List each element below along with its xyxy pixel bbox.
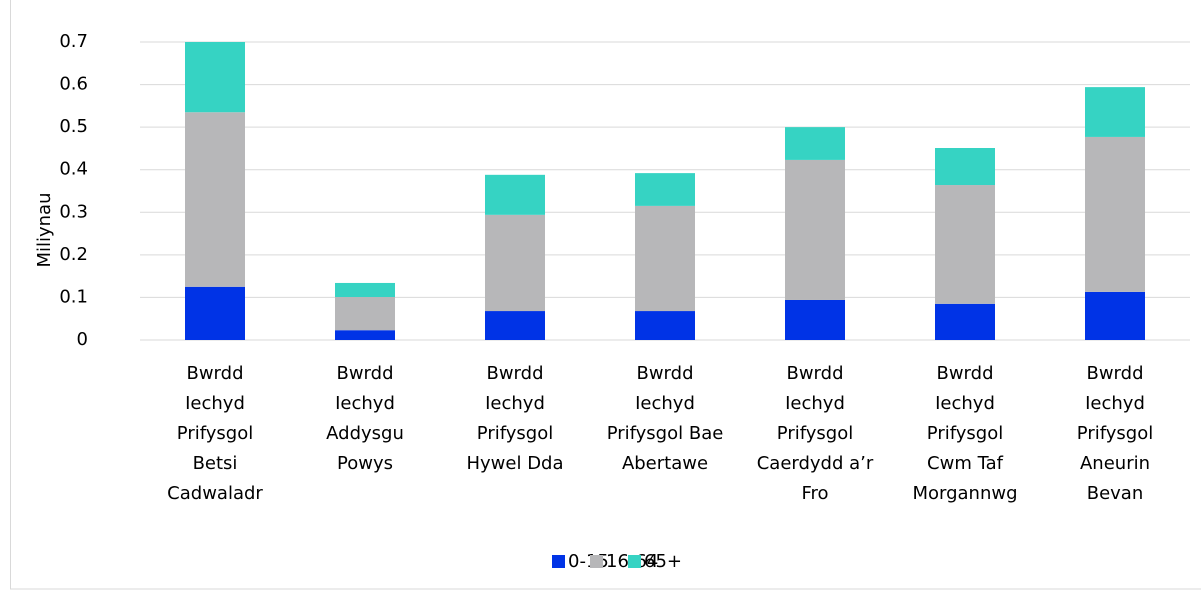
y-tick-label: 0.1 — [59, 286, 88, 307]
bar-segment — [485, 174, 545, 215]
bar-segment — [785, 299, 845, 340]
y-tick-label: 0.5 — [59, 116, 88, 137]
bar-segment — [485, 214, 545, 312]
bar-segment — [635, 311, 695, 340]
legend-swatch — [590, 555, 603, 568]
bar-segment — [635, 205, 695, 312]
x-tick-label: Bwrdd Iechyd Addysgu Powys — [326, 363, 404, 474]
legend-swatch — [552, 555, 565, 568]
y-axis-label: Miliynau — [34, 192, 55, 267]
bar-segment — [635, 173, 695, 206]
bar-segment — [335, 282, 395, 298]
bar-segment — [185, 112, 245, 287]
bar-segment — [935, 148, 995, 186]
y-tick-label: 0 — [77, 329, 88, 350]
y-tick-label: 0.3 — [59, 201, 88, 222]
x-tick-label: Bwrdd Iechyd Prifysgol Betsi Cadwaladr — [167, 363, 263, 504]
bar-segment — [1085, 87, 1145, 137]
x-tick-label: Bwrdd Iechyd Prifysgol Caerdydd a’r Fro — [757, 363, 874, 504]
y-tick-label: 0.7 — [59, 31, 88, 52]
x-tick-label: Bwrdd Iechyd Prifysgol Hywel Dda — [466, 363, 563, 474]
bar-segment — [335, 297, 395, 331]
bar-segment — [935, 185, 995, 304]
bar-segment — [185, 286, 245, 340]
bar-segment — [1085, 291, 1145, 340]
chart-frame — [10, 0, 1201, 590]
bar-segment — [935, 303, 995, 340]
y-tick-label: 0.6 — [59, 74, 88, 95]
legend-swatch — [628, 555, 641, 568]
legend-label: 65+ — [644, 551, 682, 572]
y-tick-label: 0.2 — [59, 244, 88, 265]
bar-segment — [485, 311, 545, 340]
bar-segment — [1085, 136, 1145, 292]
bar-segment — [335, 330, 395, 340]
y-tick-label: 0.4 — [59, 159, 88, 180]
bar-segment — [785, 127, 845, 160]
x-tick-label: Bwrdd Iechyd Prifysgol Bae Abertawe — [607, 363, 724, 474]
bar-segment — [785, 159, 845, 300]
x-tick-label: Bwrdd Iechyd Prifysgol Aneurin Bevan — [1077, 363, 1153, 504]
bar-segment — [185, 42, 245, 113]
x-tick-label: Bwrdd Iechyd Prifysgol Cwm Taf Morgannwg — [912, 363, 1017, 504]
